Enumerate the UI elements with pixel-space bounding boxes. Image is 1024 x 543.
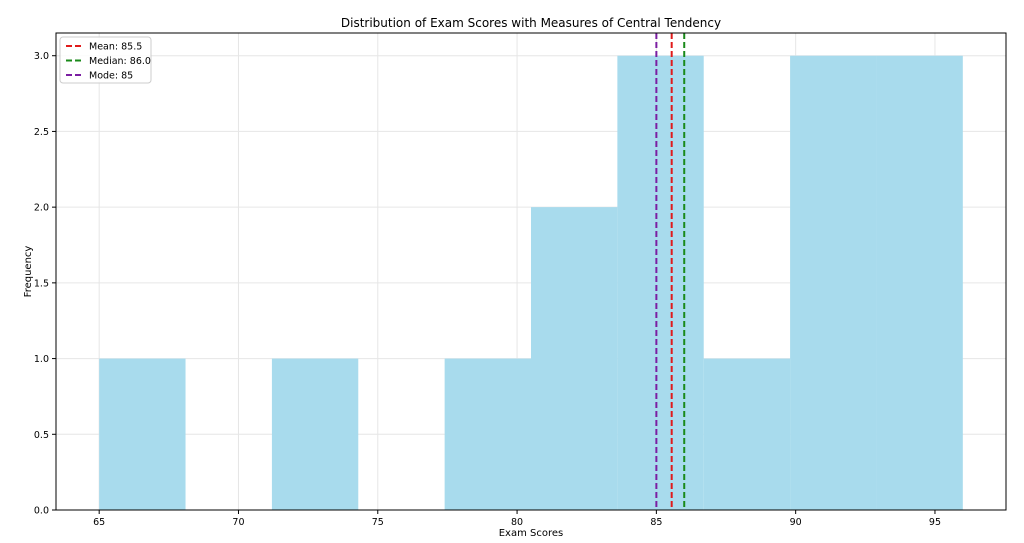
histogram-bar bbox=[531, 207, 618, 510]
x-tick-label: 85 bbox=[650, 517, 662, 528]
histogram-bar bbox=[271, 358, 359, 510]
legend-box bbox=[59, 36, 152, 84]
x-tick-label: 80 bbox=[511, 517, 523, 528]
x-axis-ticks: 65 70 75 80 85 90 95 bbox=[93, 510, 941, 528]
legend: Mean: 85.5 Median: 86.0 Mode: 85 bbox=[59, 36, 152, 84]
reference-lines bbox=[655, 33, 686, 510]
histogram-bar bbox=[703, 358, 791, 510]
x-tick-label: 90 bbox=[790, 517, 802, 528]
y-axis-ticks: 0.0 0.5 1.0 1.5 2.0 2.5 3.0 bbox=[34, 51, 56, 517]
y-tick-label: 1.5 bbox=[34, 278, 49, 289]
histogram-bar bbox=[790, 55, 877, 510]
y-tick-label: 2.0 bbox=[34, 203, 49, 214]
plot-frame bbox=[55, 32, 1007, 511]
histogram-bar bbox=[99, 358, 186, 510]
y-tick-label: 1.0 bbox=[34, 354, 49, 365]
y-axis-label: Frequency bbox=[23, 246, 34, 298]
histogram-bar bbox=[444, 358, 531, 510]
histogram-bar bbox=[876, 55, 963, 510]
y-tick-label: 2.5 bbox=[34, 127, 49, 138]
x-tick-label: 65 bbox=[93, 517, 105, 528]
y-tick-label: 3.0 bbox=[34, 51, 49, 62]
x-tick-label: 70 bbox=[232, 517, 244, 528]
x-axis-label: Exam Scores bbox=[499, 528, 564, 539]
legend-entry-label: Mean: 85.5 bbox=[89, 42, 142, 53]
legend-entry-label: Median: 86.0 bbox=[89, 56, 151, 67]
legend-entry-label: Mode: 85 bbox=[89, 71, 133, 82]
histogram-bar bbox=[617, 55, 704, 510]
bars bbox=[99, 55, 963, 510]
y-tick-label: 0.5 bbox=[34, 430, 49, 441]
chart-title: Distribution of Exam Scores with Measure… bbox=[341, 16, 721, 30]
x-tick-label: 75 bbox=[372, 517, 384, 528]
x-tick-label: 95 bbox=[929, 517, 941, 528]
y-tick-label: 0.0 bbox=[34, 506, 49, 517]
